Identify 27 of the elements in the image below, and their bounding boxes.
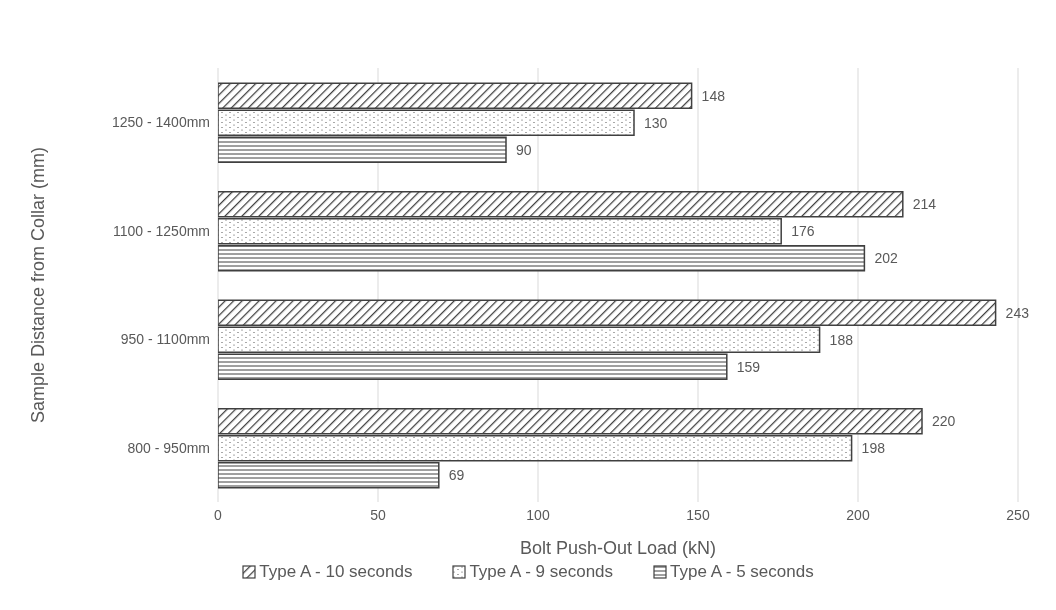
data-label: 188 <box>829 331 854 348</box>
y-tick-label: 1100 - 1250mm <box>112 222 210 239</box>
data-label: 148 <box>701 87 726 104</box>
legend-label: Type A - 5 seconds <box>669 562 814 582</box>
y-axis-title: Sample Distance from Collar (mm) <box>28 146 49 424</box>
data-label: 159 <box>736 358 761 375</box>
data-label: 220 <box>932 413 956 430</box>
x-tick-label: 0 <box>214 506 223 523</box>
data-label: 243 <box>1005 304 1030 321</box>
x-tick-label: 50 <box>370 506 386 523</box>
x-tick-label: 200 <box>846 506 870 523</box>
x-axis-title: Bolt Push-Out Load (kN) <box>519 538 717 558</box>
x-tick-label: 250 <box>1006 506 1030 523</box>
y-tick-label: 800 - 950mm <box>127 439 210 456</box>
data-label: 90 <box>516 141 532 158</box>
data-label: 176 <box>791 223 815 240</box>
legend-label: Type A - 10 seconds <box>258 562 413 582</box>
y-tick-label: 1250 - 1400mm <box>111 114 210 131</box>
data-label: 130 <box>644 114 668 131</box>
data-label: 202 <box>874 250 898 267</box>
legend-label: Type A - 9 seconds <box>468 562 614 582</box>
data-label: 214 <box>912 196 937 213</box>
data-label: 69 <box>448 467 465 484</box>
x-tick-label: 100 <box>526 506 550 523</box>
data-label: 198 <box>861 440 886 457</box>
y-tick-label: 950 - 1100mm <box>120 331 210 348</box>
x-tick-label: 150 <box>686 506 710 523</box>
